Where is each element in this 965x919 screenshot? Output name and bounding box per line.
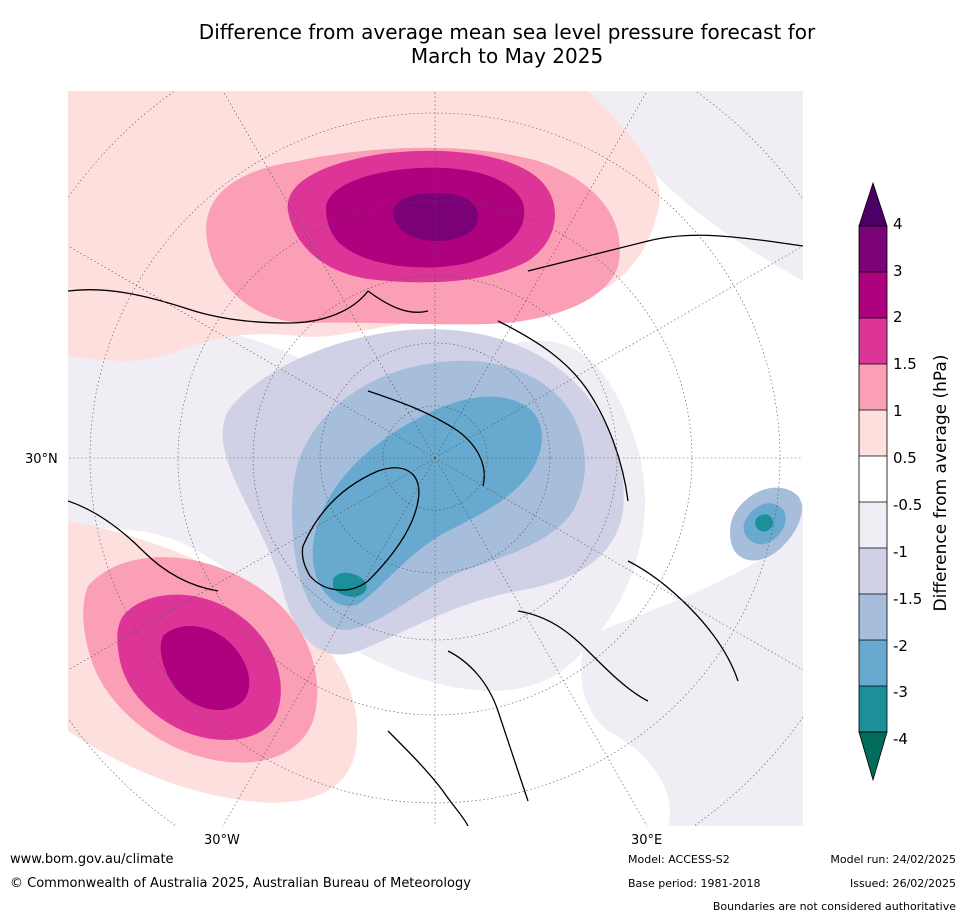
colorbar-above-4 — [858, 181, 888, 227]
colorbar-neutral — [859, 456, 887, 502]
colorbar-m1-to-m0-5 — [859, 502, 887, 548]
colorbar-1-to-1-5 — [859, 364, 887, 410]
coastlines — [68, 234, 803, 826]
anomaly-light-negative-east — [580, 491, 803, 826]
anomaly-pacific-3-to-4 — [393, 193, 479, 241]
issued-text: Issued: 26/02/2025 — [849, 877, 956, 890]
lon-label-30w: 30°W — [204, 833, 240, 848]
colorbar-tick-label: -4 — [893, 730, 908, 748]
colorbar-tick-label: -2 — [893, 637, 908, 655]
colorbar-0-5-to-1 — [859, 410, 887, 456]
colorbar-tick-label: 3 — [893, 262, 903, 280]
lat-label-30n: 30°N — [25, 452, 58, 467]
lon-label-30e: 30°E — [631, 833, 663, 848]
colorbar-tick-label: -1.5 — [893, 590, 923, 608]
anomaly-arctic-m3-to-m2 — [312, 396, 542, 607]
anomaly-light-negative-northeast — [588, 91, 803, 281]
colorbar-2-to-3 — [859, 272, 887, 318]
colorbar-m4-to-m3 — [859, 686, 887, 732]
colorbar-tick-label: 1 — [893, 402, 903, 420]
colorbar-tick-label: -3 — [893, 683, 908, 701]
graticule — [68, 91, 803, 826]
colorbar-tick-label: 0.5 — [893, 449, 917, 467]
colorbar — [858, 181, 888, 782]
copyright-text: © Commonwealth of Australia 2025, Austra… — [10, 876, 471, 891]
colorbar-m2-to-m1-5 — [859, 594, 887, 640]
colorbar-title: Difference from average (hPa) — [931, 354, 951, 612]
polar-map — [68, 91, 803, 826]
colorbar-tick-label: 1.5 — [893, 355, 917, 373]
colorbar-tick-label: 2 — [893, 308, 903, 326]
anomaly-atlantic-2-to-3 — [160, 625, 250, 711]
colorbar-below-m4 — [858, 731, 888, 782]
map-title-line-1: Difference from average mean sea level p… — [198, 20, 816, 44]
model-run-text: Model run: 24/02/2025 — [830, 853, 956, 866]
map-title: Difference from average mean sea level p… — [0, 20, 965, 68]
base-period-text: Base period: 1981-2018 — [628, 877, 761, 890]
colorbar-3-to-4 — [859, 226, 887, 272]
map-title-line-2: March to May 2025 — [410, 44, 604, 68]
colorbar-tick-label: -0.5 — [893, 496, 923, 514]
polar-map-canvas — [68, 91, 803, 826]
colorbar-tick-label: 4 — [893, 215, 903, 233]
colorbar-m3-to-m2 — [859, 640, 887, 686]
colorbar-m1-5-to-m1 — [859, 548, 887, 594]
disclaimer-text: Boundaries are not considered authoritat… — [712, 900, 956, 913]
colorbar-tick-label: -1 — [893, 543, 908, 561]
model-text: Model: ACCESS-S2 — [628, 853, 730, 866]
anomaly-asia-m4-to-m3 — [755, 514, 774, 532]
colorbar-1-5-to-2 — [859, 318, 887, 364]
website-link[interactable]: www.bom.gov.au/climate — [10, 852, 174, 867]
